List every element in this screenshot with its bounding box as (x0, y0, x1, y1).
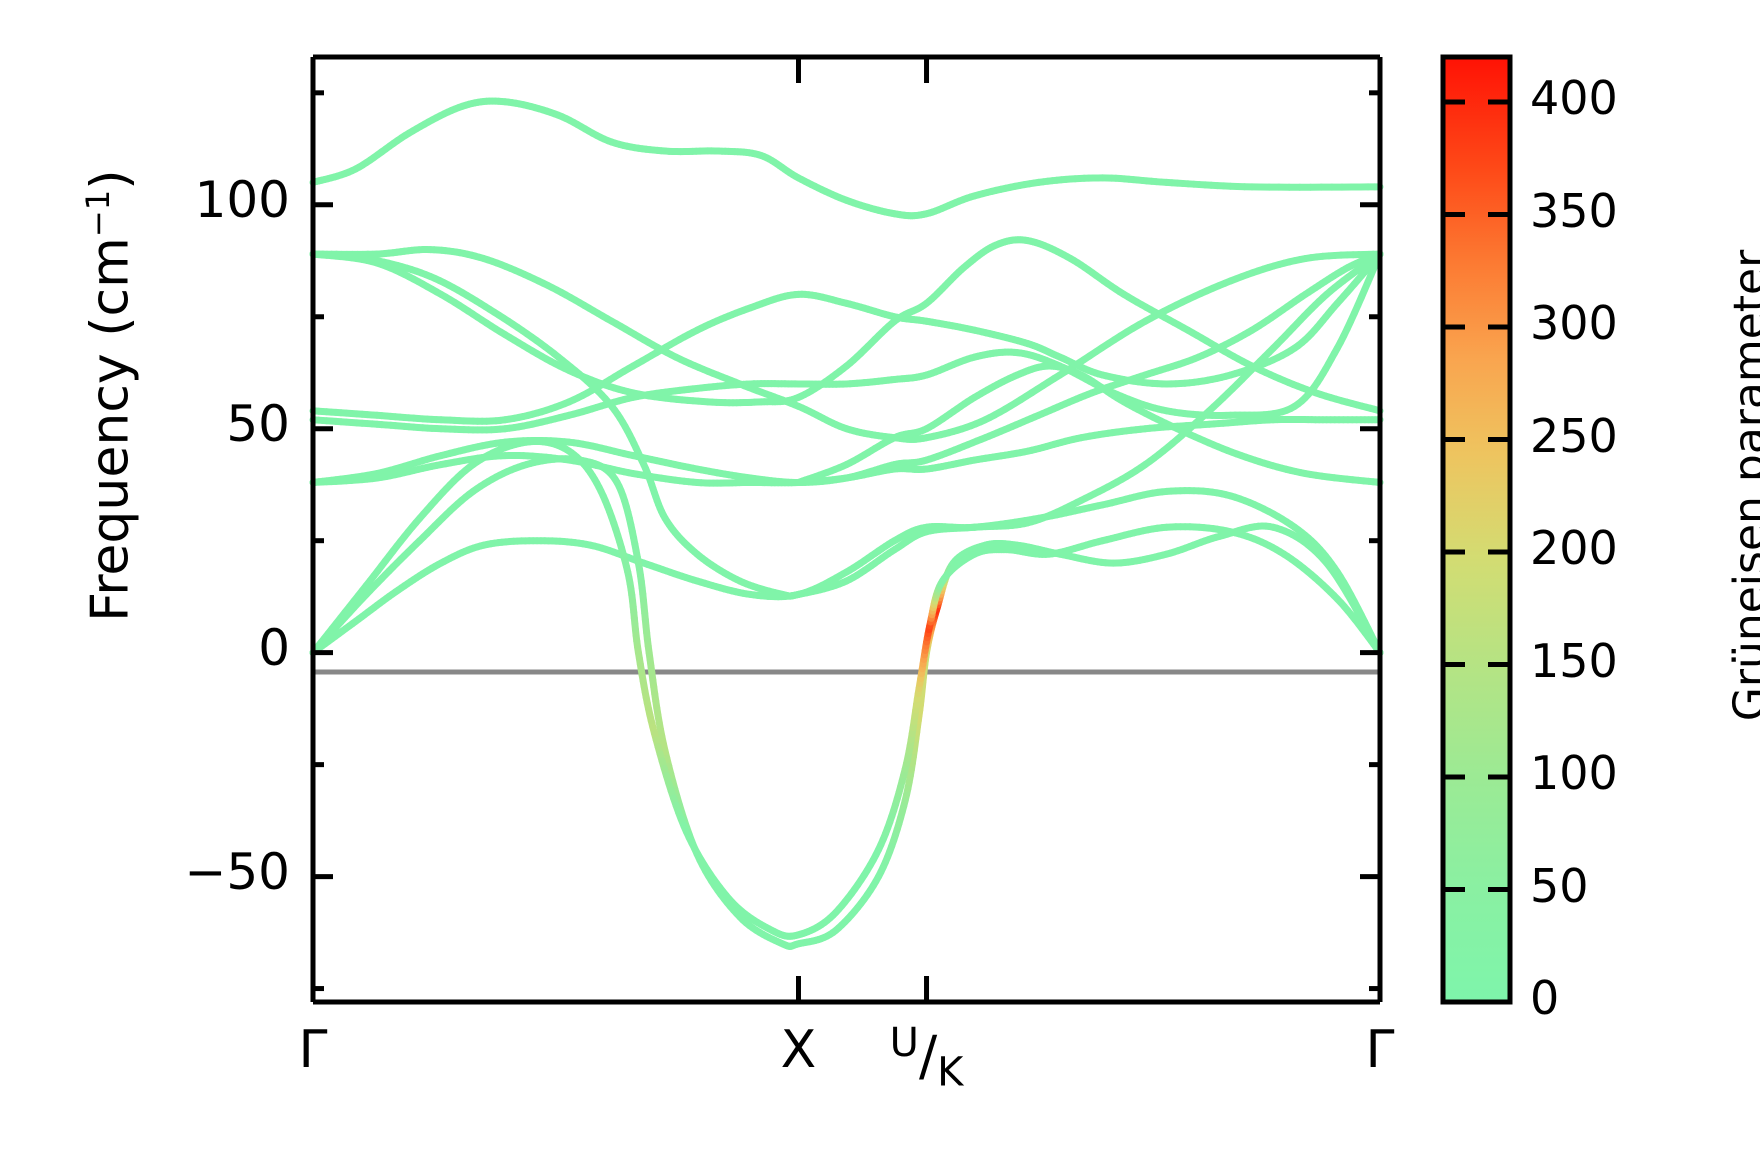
colorbar-tick-label: 300 (1530, 296, 1618, 350)
y-tick-label: 50 (226, 394, 290, 453)
colorbar-tick-label: 400 (1530, 71, 1618, 125)
y-tick-label: 100 (194, 170, 290, 229)
colorbar-gradient (1440, 54, 1513, 1005)
axes-frame (310, 54, 1383, 1005)
x-tick-label: U/K (817, 1020, 1037, 1096)
colorbar-tick-label: 0 (1530, 971, 1560, 1025)
colorbar-tick-label: 350 (1530, 183, 1618, 238)
x-tick-label: Γ (1365, 1020, 1395, 1080)
x-tick-label-slash: / (918, 1024, 938, 1088)
band-curve (309, 250, 1384, 425)
band-curve (309, 97, 1384, 220)
band-curve (309, 250, 1384, 600)
band-curve (309, 415, 1384, 487)
x-tick-label-u: U (889, 1020, 919, 1066)
colorbar-tick-marks (1443, 99, 1510, 892)
x-tick-label: Γ (298, 1020, 328, 1080)
colorbar-tick-label: 100 (1530, 746, 1618, 800)
band-curve (309, 236, 1384, 415)
x-tick-label-k: K (937, 1049, 964, 1096)
y-tick-label: 0 (258, 618, 290, 677)
band-curve (794, 362, 1384, 486)
band-curve (309, 437, 1384, 940)
colorbar-tick-label: 200 (1530, 521, 1618, 575)
colorbar-tick-label: 150 (1530, 633, 1618, 688)
y-tick-label: −50 (184, 842, 290, 901)
x-tick-label: X (780, 1020, 817, 1080)
colorbar-tick-label: 250 (1530, 408, 1618, 463)
axis-tick-marks (310, 57, 1383, 1002)
colorbar-tick-label: 50 (1530, 858, 1589, 913)
